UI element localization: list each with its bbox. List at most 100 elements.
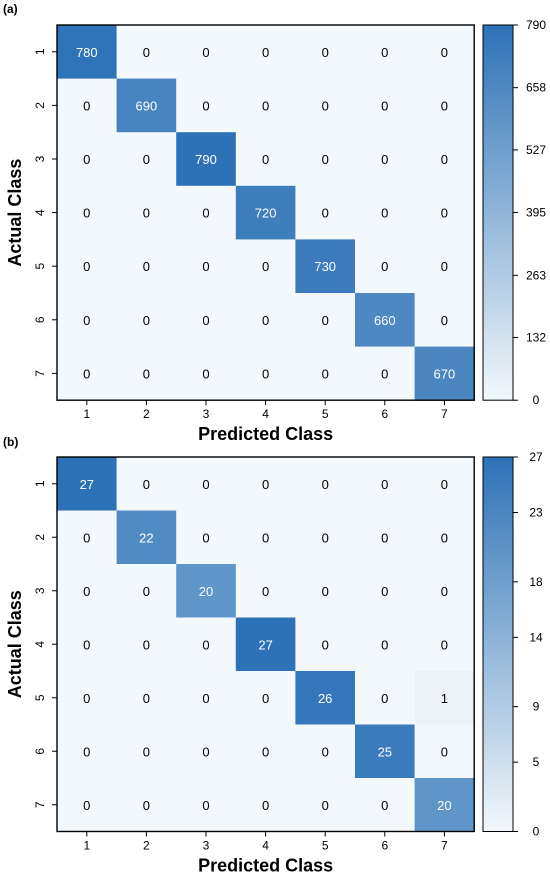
cell-value-label: 0 — [83, 530, 90, 545]
heatmap-cell — [414, 457, 475, 511]
y-tick-label: 4 — [33, 209, 47, 216]
y-tick-label: 2 — [33, 534, 47, 541]
cell-value-label: 0 — [441, 98, 448, 113]
cell-value-label: 0 — [202, 206, 209, 221]
cell-value-label: 0 — [441, 530, 448, 545]
cell-value-label: 0 — [322, 744, 329, 759]
x-axis-label: Predicted Class — [198, 424, 333, 444]
cell-value-label: 0 — [202, 798, 209, 813]
cell-value-label: 0 — [143, 584, 150, 599]
cell-value-label: 0 — [322, 477, 329, 492]
heatmap-cell — [57, 293, 118, 348]
cell-value-label: 0 — [381, 530, 388, 545]
heatmap-cell — [116, 132, 177, 187]
cell-value-label: 0 — [322, 798, 329, 813]
heatmap-cell — [414, 293, 475, 348]
cell-value-label: 0 — [262, 259, 269, 274]
cell-value-label: 0 — [83, 584, 90, 599]
heatmap-cell — [57, 346, 118, 401]
cell-value-label: 0 — [202, 259, 209, 274]
y-tick-label: 4 — [33, 641, 47, 648]
cell-value-label: 0 — [83, 259, 90, 274]
heatmap-cells: 780 0 0 0 0 0 0 0 690 0 0 0 0 0 0 0 790 0 0 0 0 0 0 0 720 0 0 0 0 0 0 0… — [57, 25, 475, 401]
cell-value-label: 0 — [143, 691, 150, 706]
heatmap-cell — [355, 457, 416, 511]
heatmap-cell — [355, 778, 416, 832]
heatmap-cell — [355, 510, 416, 565]
colorbar-tick-label: 5 — [533, 755, 540, 769]
cell-value-label: 27 — [258, 637, 272, 652]
cell-value-label: 0 — [262, 152, 269, 167]
heatmap-cell — [176, 78, 237, 133]
heatmap-cell — [176, 617, 237, 672]
cell-value-label: 0 — [202, 477, 209, 492]
heatmap-cell — [176, 510, 237, 565]
heatmap-cell — [57, 724, 118, 779]
heatmap-cell — [57, 671, 118, 725]
heatmap-cell — [295, 293, 356, 348]
heatmap-cell — [355, 239, 416, 294]
y-tick-label: 3 — [33, 587, 47, 594]
cell-value-label: 0 — [322, 206, 329, 221]
cell-value-label: 0 — [441, 637, 448, 652]
y-tick-label: 1 — [33, 48, 47, 55]
heatmap-cell — [116, 724, 177, 779]
cell-value-label: 0 — [381, 206, 388, 221]
heatmap-cell — [116, 78, 177, 133]
heatmap-cell — [295, 457, 356, 511]
x-tick-label: 5 — [322, 839, 329, 853]
heatmap-cell — [295, 617, 356, 672]
cell-value-label: 0 — [83, 691, 90, 706]
cell-value-label: 0 — [83, 798, 90, 813]
cell-value-label: 0 — [262, 584, 269, 599]
x-axis-label: Predicted Class — [198, 856, 333, 872]
cell-value-label: 1 — [441, 691, 448, 706]
cell-value-label: 0 — [441, 584, 448, 599]
heatmap-cell — [57, 778, 118, 832]
cell-value-label: 0 — [381, 691, 388, 706]
heatmap-cell — [57, 510, 118, 565]
cell-value-label: 0 — [202, 530, 209, 545]
cell-value-label: 0 — [441, 477, 448, 492]
cell-value-label: 0 — [202, 45, 209, 60]
y-tick-label: 1 — [33, 480, 47, 487]
heatmap-cell — [176, 293, 237, 348]
heatmap-cell — [355, 78, 416, 133]
heatmap-cell — [57, 617, 118, 672]
cell-value-label: 0 — [381, 798, 388, 813]
cell-value-label: 0 — [83, 206, 90, 221]
cell-value-label: 0 — [322, 584, 329, 599]
heatmap-cell — [235, 346, 296, 401]
colorbar-tick-label: 658 — [526, 81, 546, 95]
cell-value-label: 780 — [76, 45, 98, 60]
heatmap-cell — [295, 78, 356, 133]
heatmap-cell — [176, 457, 237, 511]
heatmap-cell — [235, 239, 296, 294]
cell-value-label: 0 — [143, 798, 150, 813]
cell-value-label: 0 — [143, 313, 150, 328]
cell-value-label: 0 — [262, 530, 269, 545]
heatmap-cell — [116, 457, 177, 511]
heatmap-cell — [176, 239, 237, 294]
cell-value-label: 0 — [143, 477, 150, 492]
cell-value-label: 0 — [83, 744, 90, 759]
cell-value-label: 0 — [322, 530, 329, 545]
heatmap-cell — [414, 778, 475, 832]
heatmap-cell — [235, 724, 296, 779]
y-tick-label: 5 — [33, 694, 47, 701]
colorbar: 0 5 9 14 18 23 27 — [482, 450, 543, 839]
heatmap-cell — [355, 671, 416, 725]
x-tick-label: 3 — [203, 407, 210, 421]
heatmap-cell — [176, 132, 237, 187]
heatmap-cell — [235, 564, 296, 618]
colorbar-scale — [482, 24, 514, 401]
cell-value-label: 0 — [381, 477, 388, 492]
heatmap-cell — [235, 510, 296, 565]
heatmap-cell — [176, 185, 237, 240]
cell-value-label: 0 — [143, 259, 150, 274]
colorbar-scale — [482, 456, 514, 832]
cell-value-label: 0 — [381, 259, 388, 274]
heatmap-cell — [57, 564, 118, 618]
heatmap-cell — [235, 617, 296, 672]
heatmap-cell — [116, 25, 177, 80]
